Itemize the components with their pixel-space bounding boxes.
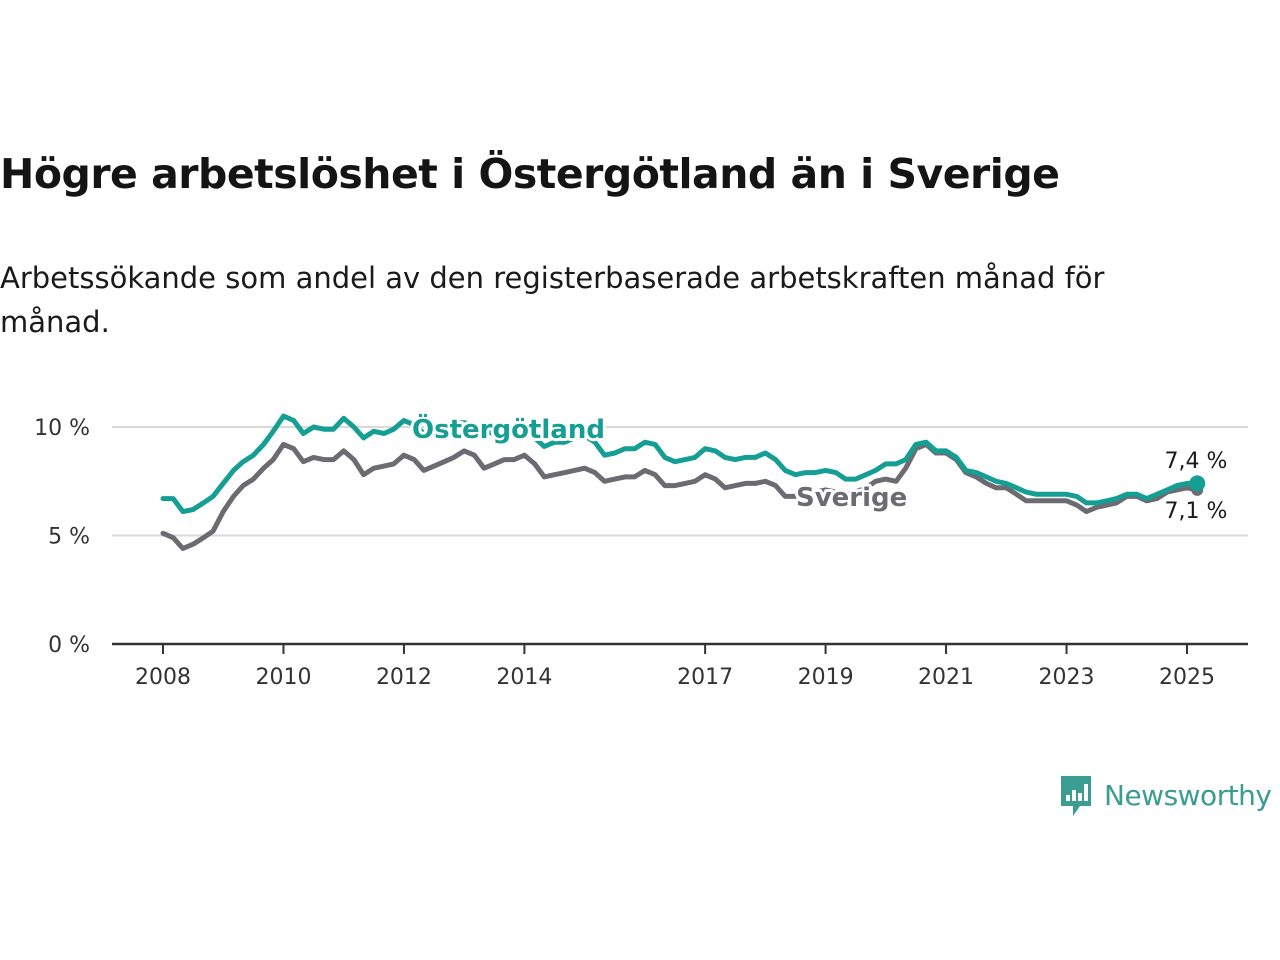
newsworthy-brand[interactable]: Newsworthy xyxy=(1058,772,1272,818)
y-tick-label: 5 % xyxy=(48,525,90,550)
x-axis xyxy=(112,642,1248,654)
x-tick-label: 2019 xyxy=(798,665,854,690)
x-tick-label: 2021 xyxy=(918,665,974,690)
brand-name: Newsworthy xyxy=(1104,778,1272,812)
series-line-ostergotland xyxy=(160,413,1200,515)
y-tick-label: 10 % xyxy=(34,416,90,441)
y-tick-label: 0 % xyxy=(48,633,90,658)
end-label-ostergotland: 7,4 % xyxy=(1165,449,1228,474)
x-axis-tick-labels: 2008 2010 2012 2014 2017 2019 2021 2023 2025 xyxy=(135,665,1215,690)
series-label-ostergotland: Östergötland xyxy=(412,412,605,445)
chart-title: Högre arbetslöshet i Östergötland än i S… xyxy=(0,150,1060,198)
x-tick-label: 2014 xyxy=(496,665,552,690)
series-label-sverige: Sverige xyxy=(796,483,907,513)
x-tick-label: 2017 xyxy=(677,665,733,690)
series-labels: Östergötland Sverige 7,4 % 7,1 % xyxy=(409,409,1230,527)
end-label-sverige: 7,1 % xyxy=(1165,499,1228,524)
series-lines xyxy=(160,413,1206,551)
x-tick-label: 2012 xyxy=(376,665,432,690)
x-tick-label: 2010 xyxy=(255,665,311,690)
x-tick-label: 2023 xyxy=(1039,665,1095,690)
chart-subtitle: Arbetssökande som andel av den registerb… xyxy=(0,261,1105,339)
series-line-sverige xyxy=(160,441,1200,551)
x-tick-label: 2008 xyxy=(135,665,191,690)
end-point-ostergotland xyxy=(1189,475,1206,492)
newsworthy-logo-icon xyxy=(1061,776,1091,816)
x-tick-label: 2025 xyxy=(1159,665,1215,690)
y-axis-tick-labels: 0 % 5 % 10 % xyxy=(34,416,90,658)
